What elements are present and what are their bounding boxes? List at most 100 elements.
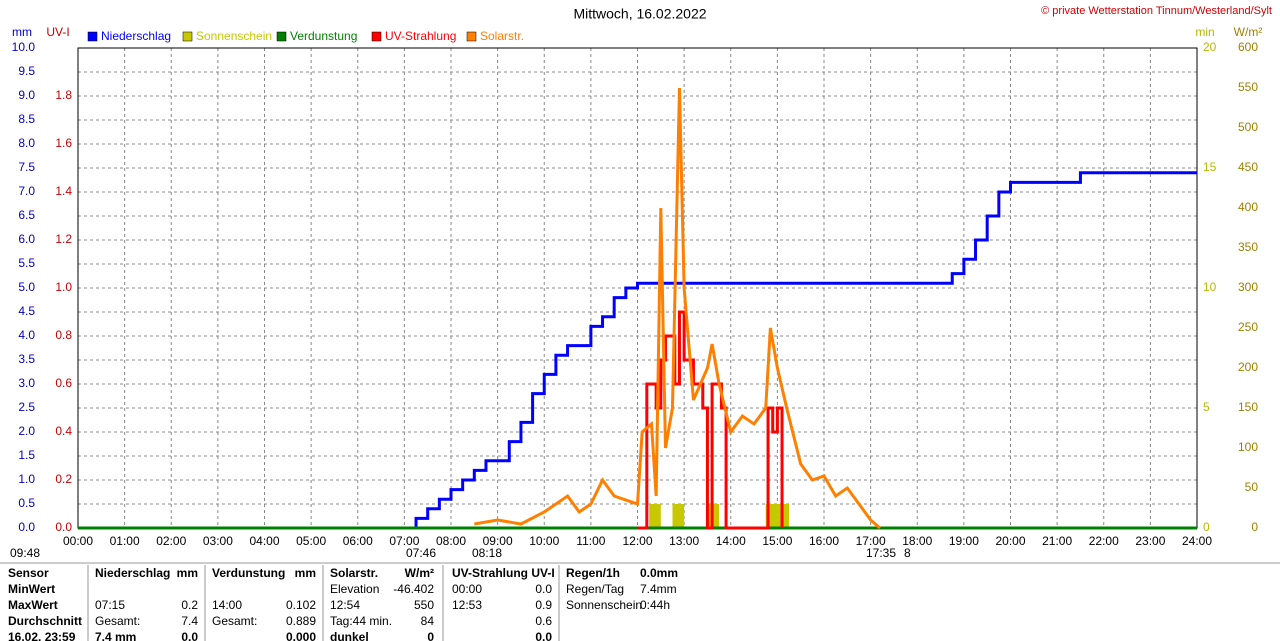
y-tick-label: 300 [1238,280,1258,294]
y-tick-label: 450 [1238,160,1258,174]
y-tick-label: 10 [1203,280,1217,294]
table-cell: 0 [427,630,434,641]
y-tick-label: 50 [1245,480,1259,494]
credit: © private Wetterstation Tinnum/Westerlan… [1041,5,1272,17]
legend-swatch [466,31,477,42]
table-cell: mm [295,566,316,580]
x-tick-label: 10:00 [529,534,559,548]
table-cell: dunkel [330,630,369,641]
chart-title: Mittwoch, 16.02.2022 [573,6,706,22]
y-tick-label: 500 [1238,120,1258,134]
x-tick-label: 06:00 [343,534,373,548]
table-cell: Gesamt: [95,614,140,628]
y-tick-label: 100 [1238,440,1258,454]
legend-swatch [371,31,382,42]
x-tick-label: 00:00 [63,534,93,548]
table-cell: mm [177,566,198,580]
table-cell: 00:00 [452,582,482,596]
table-cell: 0.0 [535,630,552,641]
table-cell: Sensor [8,566,49,580]
table-cell: 0.6 [535,614,552,628]
y-tick-label: 7.5 [18,160,35,174]
bar [649,504,661,528]
y-tick-label: 0 [1203,520,1210,534]
y-tick-label: 250 [1238,320,1258,334]
x-tick-label: 16:00 [809,534,839,548]
y-tick-label: 350 [1238,240,1258,254]
legend-swatch [87,31,98,42]
annotation: 08:18 [472,546,502,560]
y-tick-label: 0.8 [55,328,72,342]
x-tick-label: 15:00 [762,534,792,548]
legend-swatch [182,31,193,42]
table-cell: Regen/Tag [566,582,624,596]
y-tick-label: 6.5 [18,208,35,222]
legend-label: Niederschlag [101,29,171,43]
table-cell: 0.102 [286,598,316,612]
table-cell: Solarstr. [330,566,378,580]
y-tick-label: 0.0 [55,520,72,534]
y-tick-label: 20 [1203,40,1217,54]
table-cell: 7.4mm [640,582,677,596]
y-tick-label: 15 [1203,160,1217,174]
y-tick-label: 0.0 [18,520,35,534]
y-tick-label: 9.0 [18,88,35,102]
table-cell: Durchschnitt [8,614,82,628]
x-tick-label: 13:00 [669,534,699,548]
table-cell: Gesamt: [212,614,257,628]
y-tick-label: 550 [1238,80,1258,94]
annotation: 07:46 [406,546,436,560]
x-tick-label: 14:00 [716,534,746,548]
y-tick-label: 5.5 [18,256,35,270]
y-tick-label: 2.5 [18,400,35,414]
table-cell: 0.9 [535,598,552,612]
y-tick-label: 3.5 [18,352,35,366]
legend-label: Verdunstung [290,29,357,43]
y-tick-label: 9.5 [18,64,35,78]
y-tick-label: 1.8 [55,88,72,102]
table-cell: Sonnenschein [566,598,642,612]
table-cell: Niederschlag [95,566,170,580]
y-tick-label: 600 [1238,40,1258,54]
table-cell: 7.4 [181,614,198,628]
y-tick-label: 4.5 [18,304,35,318]
annotation: 09:48 [10,546,40,560]
y-tick-label: 1.4 [55,184,72,198]
y-tick-label: 2.0 [18,424,35,438]
x-tick-label: 18:00 [902,534,932,548]
axis-label: min [1195,25,1214,39]
x-tick-label: 01:00 [110,534,140,548]
y-tick-label: 1.0 [55,280,72,294]
x-tick-label: 07:00 [389,534,419,548]
y-tick-label: 150 [1238,400,1258,414]
axis-label: mm [12,25,32,39]
x-tick-label: 12:00 [622,534,652,548]
table-cell: 14:00 [212,598,242,612]
x-tick-label: 04:00 [249,534,279,548]
series-line [637,310,784,530]
series-line [78,171,1197,530]
table-cell: 0.0 [181,630,198,641]
table-cell: 0:44h [640,598,670,612]
x-tick-label: 05:00 [296,534,326,548]
y-tick-label: 0 [1251,520,1258,534]
table-cell: 07:15 [95,598,125,612]
y-tick-label: 400 [1238,200,1258,214]
y-tick-label: 7.0 [18,184,35,198]
table-cell: Verdunstung [212,566,285,580]
axis-label: UV-I [46,25,69,39]
y-tick-label: 5 [1203,400,1210,414]
table-cell: MinWert [8,582,55,596]
table-cell: 0.0mm [640,566,678,580]
y-tick-label: 1.0 [18,472,35,486]
y-tick-label: 6.0 [18,232,35,246]
table-cell: 0.0 [535,582,552,596]
y-tick-label: 3.0 [18,376,35,390]
legend-label: Sonnenschein [196,29,272,43]
y-tick-label: 10.0 [12,40,36,54]
y-tick-label: 200 [1238,360,1258,374]
axis-label: W/m² [1234,25,1263,39]
table-cell: 0.889 [286,614,316,628]
